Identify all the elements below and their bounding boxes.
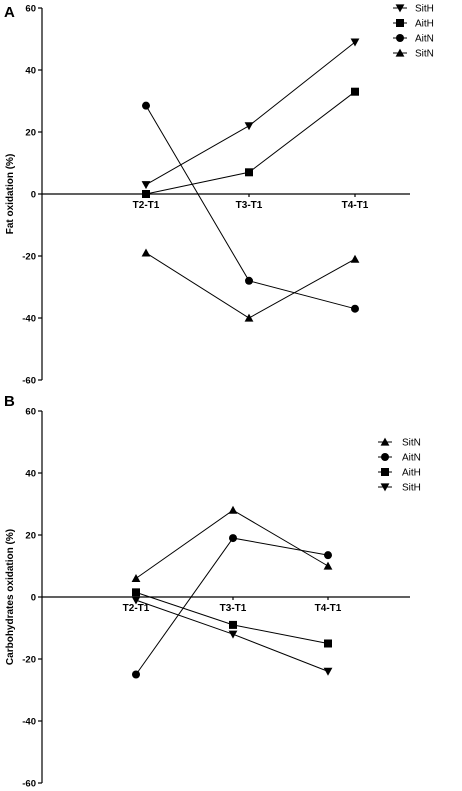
data-point-sitn	[350, 254, 360, 263]
series-line-sitn	[145, 252, 356, 319]
legend-label: SitN	[402, 438, 421, 449]
chart-panel-a: A -60 -40 -20 0 20 40 60 T2-T1 T3-T1 T4-T1 Fat oxid…	[4, 4, 434, 387]
x-tick-label: T4-T1	[342, 200, 369, 211]
chart-panel-b: B -60 -40 -20 0 20 40 60 T2-T1 T3-T1 T4-T1 Carbohyd…	[4, 393, 421, 790]
legend-marker	[380, 437, 390, 446]
legend-marker	[381, 453, 389, 461]
data-point-aith	[351, 87, 359, 96]
data-point-sitn	[244, 313, 254, 322]
y-tick-label: -40	[22, 717, 36, 728]
data-point-sitn	[141, 248, 151, 257]
y-tick-label: 60	[25, 407, 36, 418]
series-sitn	[131, 505, 333, 582]
y-tick-label: 40	[25, 469, 36, 480]
y-tick-label: -60	[22, 779, 36, 790]
series-aitn	[142, 101, 359, 313]
series-line-sith	[145, 41, 356, 186]
series-sith	[131, 596, 333, 676]
data-point-sith	[323, 667, 333, 676]
legend-label: SitN	[415, 49, 434, 60]
series-sitn	[141, 248, 360, 322]
legend-marker	[395, 4, 405, 13]
legend-marker	[380, 483, 390, 492]
y-tick-label: -40	[22, 314, 36, 325]
data-point-aitn	[142, 101, 150, 110]
y-tick-label: -20	[22, 655, 36, 666]
x-tick-label: T3-T1	[220, 603, 247, 614]
series-aitn	[132, 534, 332, 679]
legend-label: AitH	[402, 468, 421, 479]
data-point-aitn	[324, 551, 332, 560]
y-tick-label: 60	[25, 4, 36, 15]
y-tick-label: -20	[22, 252, 36, 263]
data-point-sitn	[228, 505, 238, 514]
legend: SitH AitH AitN SitN	[393, 4, 434, 60]
y-tick-label: 20	[25, 531, 36, 542]
y-tick-label: 0	[31, 593, 36, 604]
series-line-sitn	[135, 509, 329, 579]
data-point-aitn	[229, 534, 237, 543]
legend-marker	[395, 48, 405, 57]
data-point-sith	[350, 38, 360, 47]
x-tick-label: T3-T1	[236, 200, 263, 211]
legend-label: SitH	[402, 483, 421, 494]
x-tick-label: T2-T1	[133, 200, 160, 211]
y-tick-label: 0	[31, 190, 36, 201]
series-line-aith	[145, 91, 356, 195]
y-axis-title: Fat oxidation (%)	[5, 154, 16, 235]
legend: SitN AitN AitH SitH	[378, 438, 421, 494]
y-axis-title: Carbohydrates oxidation (%)	[5, 529, 16, 665]
x-tick-label: T2-T1	[123, 603, 150, 614]
legend-marker	[396, 19, 404, 27]
x-tick-label: T4-T1	[315, 603, 342, 614]
data-point-sith	[228, 630, 238, 639]
series-sith	[141, 38, 360, 190]
legend-marker	[381, 468, 389, 476]
legend-label: AitN	[415, 34, 434, 45]
data-point-sith	[131, 596, 141, 605]
y-tick-label: -60	[22, 376, 36, 387]
y-tick-label: 40	[25, 66, 36, 77]
data-point-sitn	[131, 574, 141, 582]
data-point-aitn	[245, 276, 253, 285]
panel-letter: A	[4, 4, 15, 21]
data-point-aitn	[132, 670, 140, 679]
series-aith	[142, 87, 359, 198]
panel-letter: B	[4, 393, 15, 410]
data-point-aith	[132, 588, 140, 597]
data-point-aith	[324, 639, 332, 648]
legend-label: SitH	[415, 4, 434, 15]
data-point-sitn	[323, 561, 333, 570]
legend-marker	[396, 34, 404, 42]
legend-label: AitN	[402, 453, 421, 464]
legend-label: AitH	[415, 19, 434, 30]
data-point-aith	[229, 620, 237, 629]
data-point-aitn	[351, 304, 359, 313]
y-tick-label: 20	[25, 128, 36, 139]
data-point-aith	[245, 168, 253, 177]
series-aith	[132, 588, 332, 648]
data-point-aith	[142, 190, 150, 198]
data-point-sith	[244, 122, 254, 131]
data-point-sith	[141, 181, 151, 190]
